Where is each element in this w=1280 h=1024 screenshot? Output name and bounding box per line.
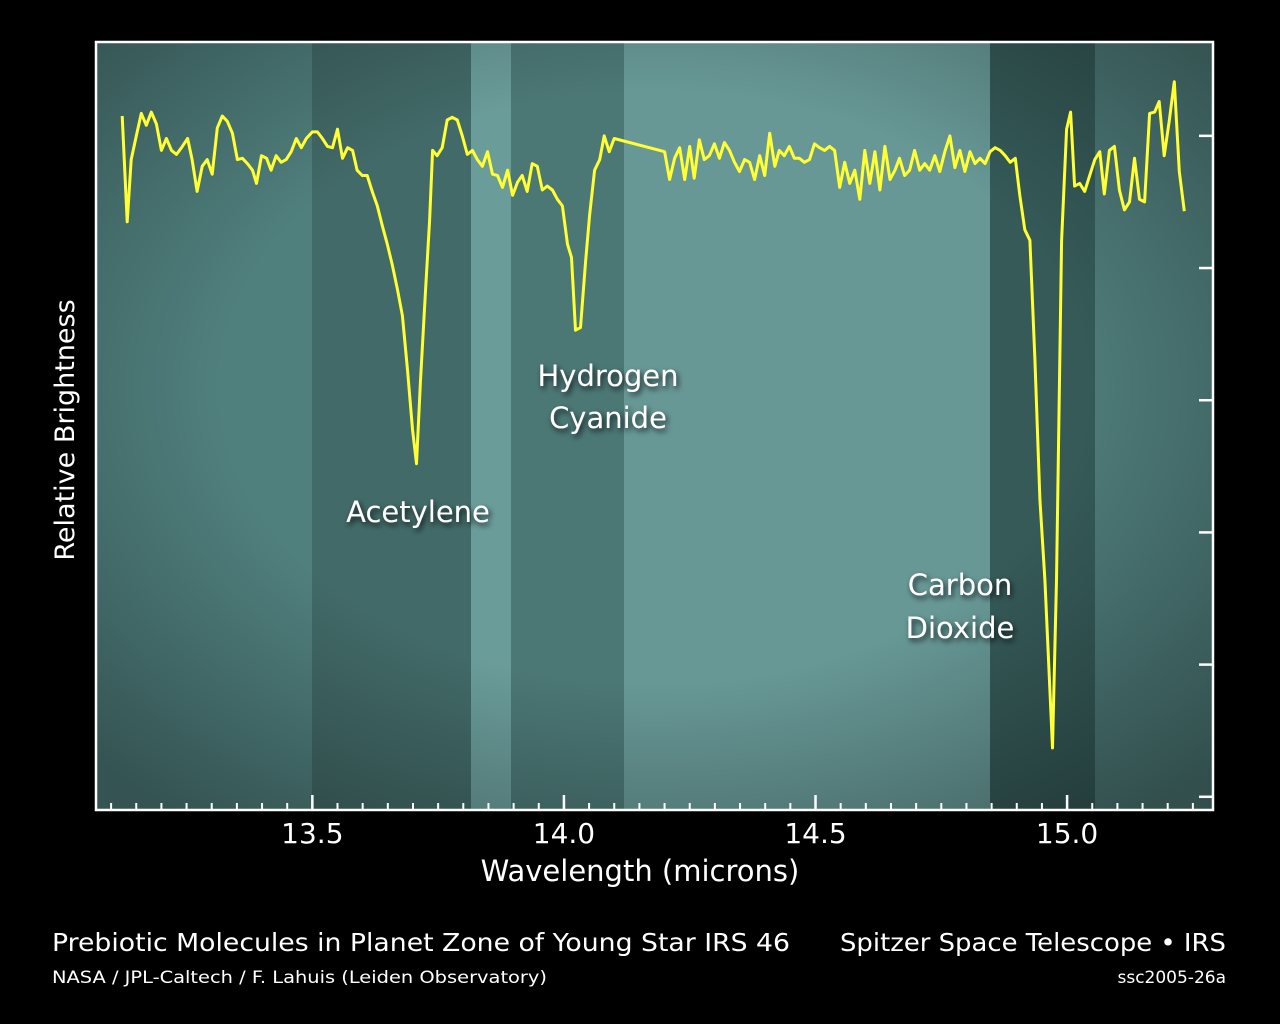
y-axis-label: Relative Brightness [50, 299, 81, 560]
x-tick-label: 14.0 [533, 817, 595, 850]
annotation: Hydrogen [537, 359, 678, 393]
credit: NASA / JPL-Caltech / F. Lahuis (Leiden O… [52, 968, 547, 988]
x-tick-label: 15.0 [1036, 817, 1098, 850]
x-axis-label: Wavelength (microns) [481, 854, 800, 888]
annotation: Dioxide [906, 611, 1015, 645]
annotation: Cyanide [549, 401, 667, 435]
x-tick-label: 14.5 [784, 817, 846, 850]
subtitle: Spitzer Space Telescope • IRS [840, 928, 1226, 957]
annotation: Acetylene [346, 495, 490, 529]
annotation: Carbon [908, 568, 1012, 602]
plot-frame [94, 40, 1215, 812]
image-id: ssc2005-26a [1117, 968, 1226, 988]
data-line [120, 80, 1186, 750]
plot-background [96, 42, 1213, 810]
x-tick-label: 13.5 [281, 817, 343, 850]
chart-title: Prebiotic Molecules in Planet Zone of Yo… [52, 928, 790, 957]
